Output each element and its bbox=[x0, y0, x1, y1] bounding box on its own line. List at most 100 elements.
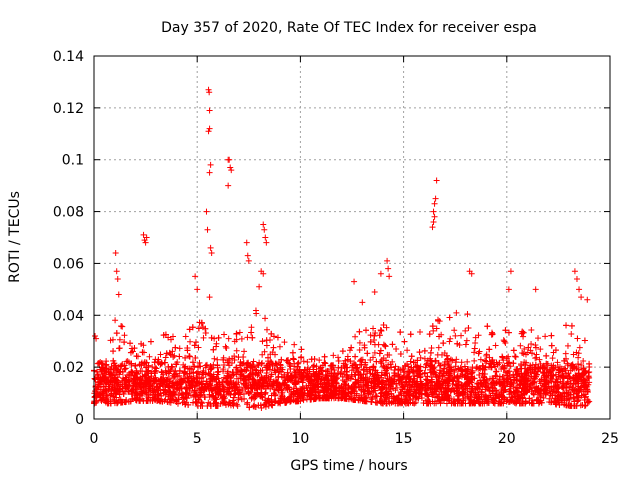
dense-point bbox=[479, 389, 486, 396]
dense-point bbox=[357, 358, 364, 365]
dense-point bbox=[135, 383, 142, 390]
dense-point bbox=[110, 357, 117, 364]
dense-point bbox=[434, 351, 441, 358]
dense-point bbox=[248, 324, 255, 331]
dense-point bbox=[532, 341, 539, 348]
dense-point bbox=[479, 370, 486, 377]
dense-point bbox=[304, 365, 311, 372]
dense-point bbox=[191, 387, 198, 394]
dense-point bbox=[377, 374, 384, 381]
dense-point bbox=[378, 327, 385, 334]
dense-point bbox=[487, 360, 494, 367]
dense-point bbox=[370, 354, 377, 361]
dense-point bbox=[565, 395, 572, 402]
dense-point bbox=[345, 385, 352, 392]
dense-point bbox=[339, 348, 346, 355]
dense-point bbox=[455, 397, 462, 404]
dense-point bbox=[271, 390, 278, 397]
dense-point bbox=[241, 376, 248, 383]
dense-point bbox=[338, 395, 345, 402]
dense-point bbox=[472, 339, 479, 346]
dense-point bbox=[259, 338, 266, 345]
dense-point bbox=[504, 375, 511, 382]
dense-point bbox=[380, 321, 387, 328]
dense-point bbox=[334, 370, 341, 377]
dense-point bbox=[161, 359, 168, 366]
dense-point bbox=[331, 376, 338, 383]
dense-point bbox=[330, 377, 337, 384]
dense-point bbox=[382, 342, 389, 349]
dense-point bbox=[564, 362, 571, 369]
dense-point bbox=[263, 337, 270, 344]
dense-point bbox=[132, 362, 139, 369]
dense-point bbox=[452, 400, 459, 407]
dense-point bbox=[372, 393, 379, 400]
dense-point bbox=[504, 360, 511, 367]
dense-point bbox=[475, 332, 482, 339]
dense-point bbox=[186, 365, 193, 372]
dense-point bbox=[310, 363, 317, 370]
dense-point bbox=[378, 357, 385, 364]
dense-point bbox=[513, 387, 520, 394]
dense-point bbox=[397, 329, 404, 336]
dense-point bbox=[410, 393, 417, 400]
dense-point bbox=[191, 377, 198, 384]
dense-point bbox=[220, 356, 227, 363]
dense-point bbox=[429, 323, 436, 330]
dense-point bbox=[121, 332, 128, 339]
dense-point bbox=[475, 391, 482, 398]
dense-point bbox=[581, 396, 588, 403]
dense-point bbox=[367, 338, 374, 345]
dense-point bbox=[186, 352, 193, 359]
dense-point bbox=[533, 371, 540, 378]
dense-point bbox=[570, 364, 577, 371]
dense-point bbox=[362, 394, 369, 401]
dense-point bbox=[360, 366, 367, 373]
dense-point bbox=[563, 322, 570, 329]
dense-point bbox=[271, 367, 278, 374]
dense-point bbox=[91, 394, 98, 401]
dense-point bbox=[289, 349, 296, 356]
dense-point bbox=[423, 385, 430, 392]
dense-point bbox=[443, 352, 450, 359]
dense-point bbox=[486, 346, 493, 353]
dense-point bbox=[165, 334, 172, 341]
dense-point bbox=[459, 385, 466, 392]
dense-point bbox=[322, 360, 329, 367]
dense-point bbox=[238, 396, 245, 403]
dense-point bbox=[258, 405, 265, 412]
dense-point bbox=[427, 349, 434, 356]
dense-point bbox=[439, 373, 446, 380]
dense-point bbox=[423, 361, 430, 368]
dense-point bbox=[535, 365, 542, 372]
dense-point bbox=[121, 339, 128, 346]
dense-point bbox=[382, 372, 389, 379]
dense-point bbox=[290, 355, 297, 362]
dense-point bbox=[152, 374, 159, 381]
dense-point bbox=[215, 334, 222, 341]
dense-point bbox=[112, 374, 119, 381]
dense-point bbox=[440, 378, 447, 385]
dense-point bbox=[182, 354, 189, 361]
dense-point bbox=[550, 387, 557, 394]
dense-point bbox=[281, 381, 288, 388]
dense-point bbox=[454, 390, 461, 397]
dense-point bbox=[101, 368, 108, 375]
dense-point bbox=[427, 355, 434, 362]
dense-point bbox=[575, 361, 582, 368]
dense-point bbox=[219, 382, 226, 389]
dense-point bbox=[531, 380, 538, 387]
dense-point bbox=[458, 359, 465, 366]
dense-point bbox=[351, 371, 358, 378]
dense-point bbox=[483, 358, 490, 365]
dense-point bbox=[369, 394, 376, 401]
dense-point bbox=[533, 396, 540, 403]
dense-point bbox=[370, 325, 377, 332]
dense-point bbox=[561, 357, 568, 364]
dense-point bbox=[158, 392, 165, 399]
dense-point bbox=[141, 359, 148, 366]
dense-point bbox=[153, 384, 160, 391]
dense-point bbox=[417, 374, 424, 381]
dense-point bbox=[451, 373, 458, 380]
dense-point bbox=[321, 376, 328, 383]
